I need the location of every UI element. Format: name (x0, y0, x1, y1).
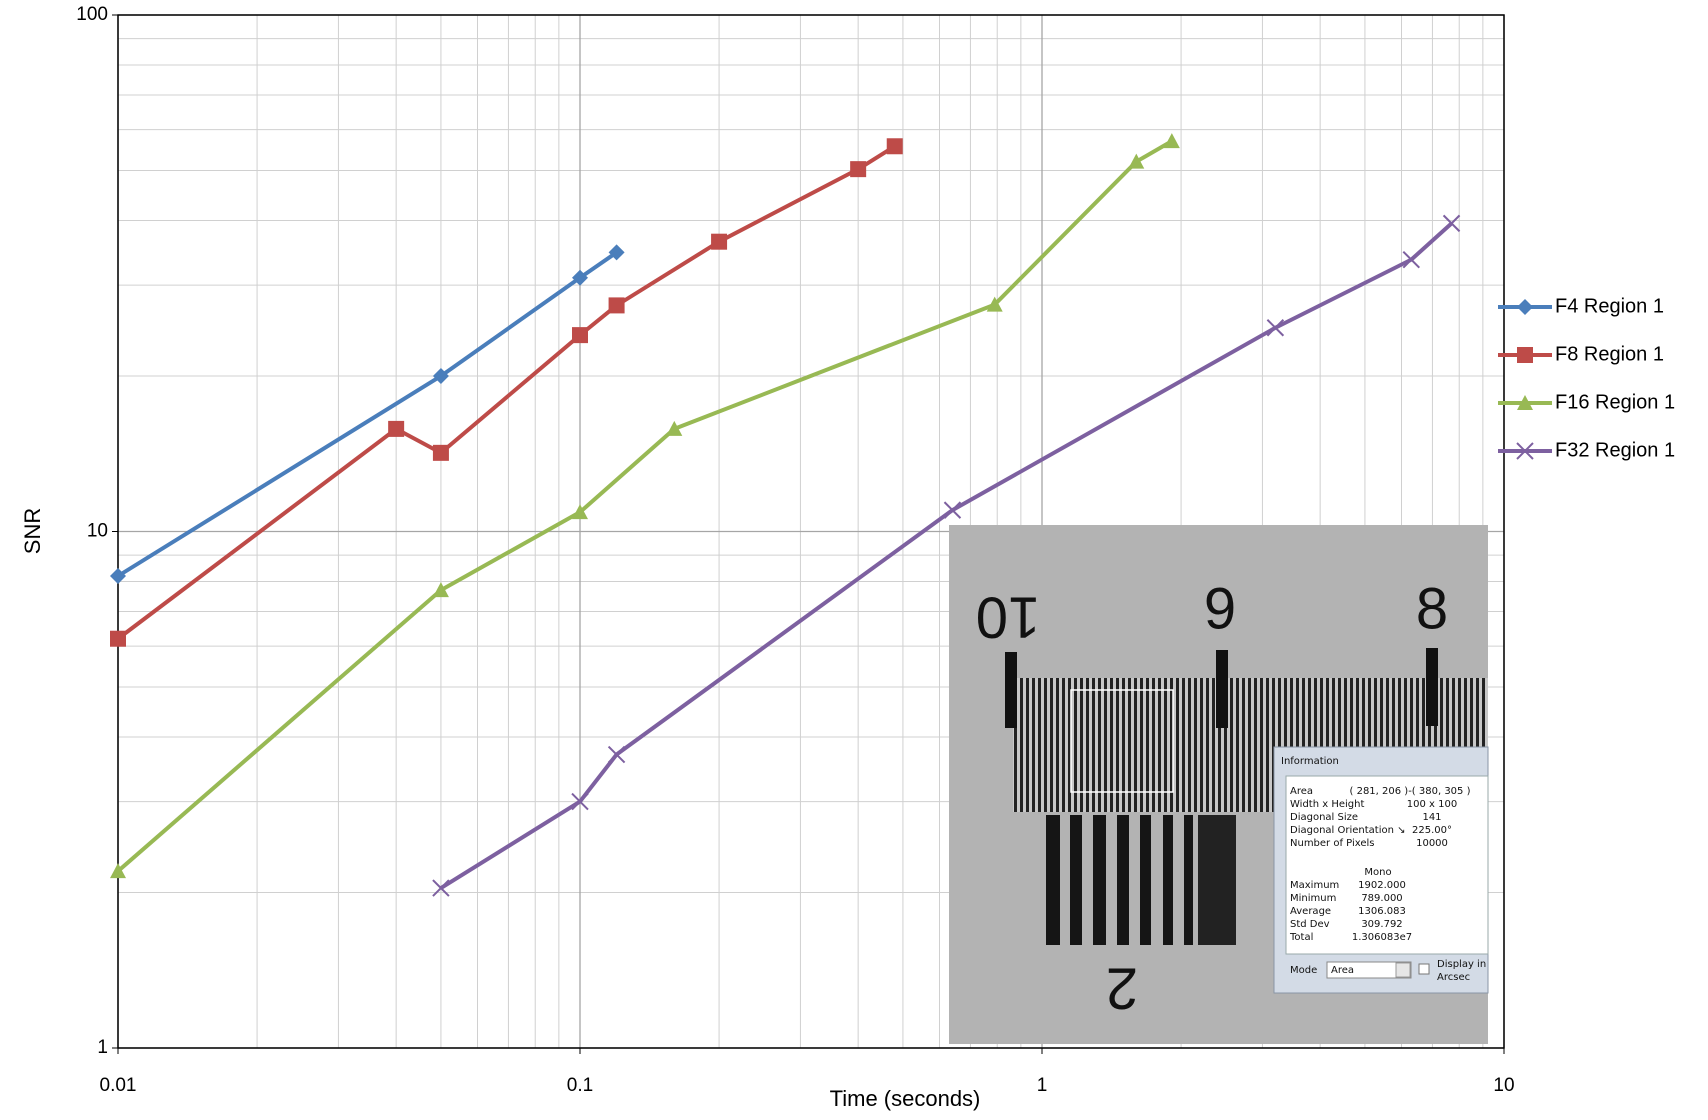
x-tick-label: 0.01 (100, 1075, 137, 1096)
dropdown-button[interactable] (1395, 962, 1411, 978)
info-label: Diagonal Orientation ↘ (1290, 825, 1406, 836)
ruler-bar (1198, 815, 1236, 945)
info-value: 100 x 100 (1407, 799, 1457, 810)
marker (1517, 347, 1533, 363)
y-tick-label: 100 (76, 4, 108, 25)
ruler-bar (1046, 815, 1060, 945)
ruler-mark (1005, 652, 1017, 728)
x-tick-label: 10 (1493, 1075, 1514, 1096)
marker (1516, 442, 1534, 460)
ruler-bar (1184, 815, 1193, 945)
stats-header: Mono (1364, 867, 1391, 878)
marker (1517, 299, 1533, 315)
info-value: ( 281, 206 )-( 380, 305 ) (1350, 786, 1471, 797)
marker (850, 161, 867, 178)
marker (1402, 250, 1421, 269)
legend-label: F32 Region 1 (1555, 439, 1675, 461)
plot-frame (117, 14, 1505, 1049)
info-label: Area (1290, 786, 1313, 797)
stat-value: 1.306083e7 (1352, 932, 1412, 943)
stat-label: Maximum (1290, 880, 1339, 891)
stat-label: Average (1290, 906, 1331, 917)
marker (943, 501, 962, 519)
dialog-title: Information (1281, 756, 1339, 767)
marker (1266, 319, 1285, 337)
marker (711, 233, 728, 250)
stat-value: 1902.000 (1358, 880, 1406, 891)
mode-dropdown[interactable] (1326, 961, 1412, 979)
ruler-bars (1046, 815, 1236, 945)
marker (608, 244, 625, 261)
legend-label: F8 Region 1 (1555, 343, 1664, 365)
selection-box (1070, 689, 1174, 793)
marker (886, 138, 903, 155)
y-tick-label: 1 (97, 1037, 108, 1058)
info-value: 141 (1422, 812, 1441, 823)
ruler-mark (1216, 650, 1228, 728)
info-value: 225.00° (1412, 825, 1452, 836)
ruler-mark (1426, 648, 1438, 726)
stat-label: Total (1289, 932, 1313, 943)
x-tick-label: 0.1 (567, 1075, 593, 1096)
stat-value: 1306.083 (1358, 906, 1406, 917)
information-dialog: Information Mono Mode Area Display in Ar… (1273, 746, 1489, 994)
marker (607, 745, 626, 764)
marker (572, 327, 588, 344)
ruler-label: 2 (1106, 956, 1138, 1021)
ruler-bar (1140, 815, 1151, 945)
marker (1517, 395, 1533, 410)
legend-label: F4 Region 1 (1555, 295, 1664, 317)
x-tick-label: 1 (1037, 1075, 1048, 1096)
marker (1163, 133, 1180, 149)
checkbox-label: Display in (1437, 959, 1486, 970)
info-label: Width x Height (1290, 799, 1364, 810)
marker (572, 504, 588, 520)
checkbox-label: Arcsec (1437, 972, 1470, 983)
checkbox[interactable] (1418, 963, 1430, 975)
marker (388, 420, 405, 437)
marker (666, 420, 683, 436)
marker (608, 297, 625, 314)
legend-label: F16 Region 1 (1555, 391, 1675, 413)
marker (432, 444, 449, 461)
marker (432, 879, 450, 897)
marker (110, 630, 126, 647)
marker (432, 582, 449, 598)
stat-value: 789.000 (1361, 893, 1402, 904)
mode-value: Area (1331, 965, 1354, 976)
marker (572, 269, 588, 286)
marker (110, 568, 126, 585)
marker (432, 368, 449, 385)
ruler-bar (1070, 815, 1082, 945)
info-label: Diagonal Size (1290, 812, 1358, 823)
marker (110, 863, 126, 879)
plot (110, 14, 1505, 1054)
ruler-label: 10 (976, 585, 1041, 650)
dialog-panel (1285, 775, 1489, 955)
ruler-bar (1093, 815, 1106, 945)
x-axis-title: Time (seconds) (830, 1086, 981, 1111)
y-tick-label: 10 (87, 521, 108, 542)
marker (571, 792, 589, 811)
marker (986, 296, 1003, 312)
marker (1442, 214, 1461, 233)
marker (1128, 153, 1145, 169)
series-line (116, 250, 618, 578)
info-value: 10000 (1416, 838, 1448, 849)
ruler-bar (1163, 815, 1173, 945)
ruler-label: 9 (1204, 576, 1236, 641)
stat-label: Minimum (1290, 893, 1336, 904)
inset-image: 10 9 8 2 Information Mono Mode Area Disp… (949, 525, 1489, 1044)
info-label: Number of Pixels (1290, 838, 1375, 849)
y-axis-title: SNR (20, 508, 45, 554)
mode-label: Mode (1290, 965, 1317, 976)
stat-value: 309.792 (1361, 919, 1402, 930)
ruler-bar (1117, 815, 1129, 945)
stat-label: Std Dev (1290, 919, 1330, 930)
ruler-label: 8 (1416, 576, 1448, 641)
